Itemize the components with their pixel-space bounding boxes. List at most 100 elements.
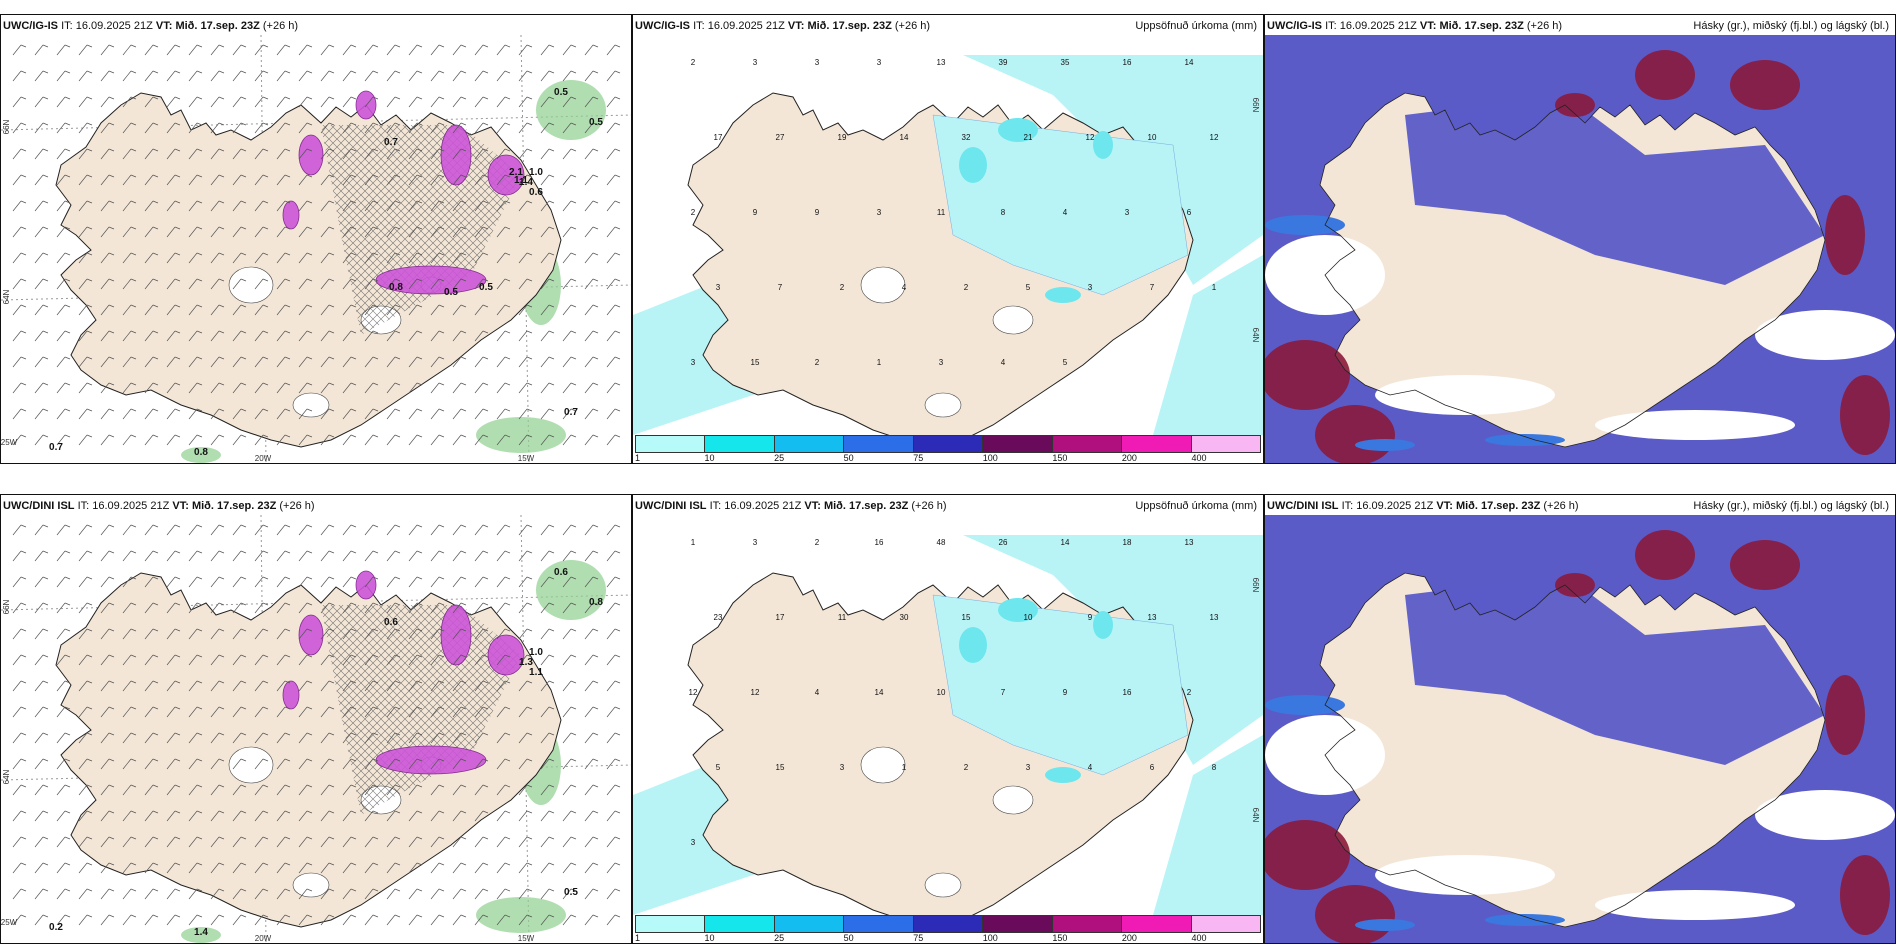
wind-barb: [496, 200, 511, 212]
wind-barb: [452, 862, 467, 874]
wind-barb: [12, 96, 27, 108]
wind-value-label: 0.8: [194, 447, 208, 458]
vt-label: VT:: [1436, 500, 1453, 512]
wind-barb: [452, 382, 467, 394]
wind-barb: [254, 356, 269, 368]
wind-barb: [496, 44, 511, 56]
wind-barb: [100, 576, 115, 588]
precip-value-label: 2: [815, 538, 820, 547]
wind-value-label: 1.1: [529, 667, 543, 678]
wind-barb: [386, 914, 401, 926]
wind-barb: [188, 628, 203, 640]
precip-value-label: 4: [1063, 208, 1068, 217]
it-value: 16.09.2025 21Z: [707, 20, 785, 32]
precip-value-label: 10: [1148, 133, 1157, 142]
wind-barb: [100, 914, 115, 926]
wind-barb: [122, 706, 137, 718]
precip-value-label: 15: [751, 358, 760, 367]
colorbar-tick-label: 50: [843, 933, 854, 943]
colorbar-segment: [983, 436, 1053, 452]
wind-barb: [606, 706, 621, 718]
wind-barb: [562, 706, 577, 718]
wind-barb: [56, 252, 71, 264]
wind-barb: [452, 758, 467, 770]
wind-barb: [364, 408, 379, 420]
wind-barb: [518, 680, 533, 692]
wind-barb: [408, 122, 423, 134]
wind-barb: [496, 408, 511, 420]
wind-barb: [166, 758, 181, 770]
wind-barb: [452, 524, 467, 536]
precip-value-label: 3: [1125, 208, 1130, 217]
wind-barb: [342, 550, 357, 562]
precip-value-label: 3: [753, 58, 758, 67]
colorbar-segment: [636, 436, 706, 452]
wind-barb: [584, 200, 599, 212]
wind-barb: [386, 784, 401, 796]
high-cloud: [1635, 50, 1695, 100]
wind-value-label: 1.0: [529, 167, 543, 178]
wind-barb: [12, 888, 27, 900]
wind-barb: [298, 252, 313, 264]
wind-barb: [276, 278, 291, 290]
wind-barb: [166, 706, 181, 718]
wind-value-label: 0.5: [479, 282, 493, 293]
precip-area: [932, 594, 1189, 776]
wind-barb: [342, 382, 357, 394]
wind-barb: [254, 200, 269, 212]
wind-barb: [12, 44, 27, 56]
precip-value-label: 1: [691, 538, 696, 547]
cloud-map: [1265, 35, 1895, 463]
wind-barb: [210, 304, 225, 316]
wind-barb: [276, 524, 291, 536]
wind-barb: [364, 96, 379, 108]
clear-area: [1375, 375, 1555, 415]
wind-barb: [276, 148, 291, 160]
wind-barb: [342, 252, 357, 264]
precip-value-label: 9: [753, 208, 758, 217]
vt-label: VT:: [155, 20, 173, 32]
wind-barb: [188, 524, 203, 536]
precip-value-label: 16: [1123, 58, 1132, 67]
precip-area: [1045, 767, 1081, 783]
wind-barb: [144, 226, 159, 238]
wind-barb: [584, 252, 599, 264]
wind-barb: [210, 732, 225, 744]
wind-barb: [540, 758, 555, 770]
precip-value-label: 3: [691, 838, 696, 847]
high-cloud: [1730, 60, 1800, 110]
wind-barb: [144, 862, 159, 874]
wind-barb: [78, 914, 93, 926]
wind-barb: [364, 732, 379, 744]
wind-barb: [364, 706, 379, 718]
wind-barb: [144, 836, 159, 848]
wind-barb: [144, 654, 159, 666]
wind-barb: [474, 278, 489, 290]
wind-barb: [562, 434, 577, 446]
high-cloud: [1555, 93, 1595, 117]
wind-barb: [584, 382, 599, 394]
model-name: UWC/DINI ISL: [3, 500, 75, 512]
wind-barb: [188, 758, 203, 770]
wind-barb: [320, 628, 335, 640]
wind-barb: [298, 576, 313, 588]
wind-barb: [386, 200, 401, 212]
wind-barb: [122, 408, 137, 420]
wind-barb: [166, 576, 181, 588]
colorbar-segment: [1191, 436, 1260, 452]
wind-barb: [562, 732, 577, 744]
high-cloud: [1265, 820, 1350, 890]
wind-barb: [12, 174, 27, 186]
wind-barb: [166, 304, 181, 316]
wind-barb: [78, 602, 93, 614]
wind-barb: [452, 70, 467, 82]
wind-barb: [474, 122, 489, 134]
model-name: UWC/IG-IS: [635, 20, 690, 32]
wind-barb: [100, 356, 115, 368]
wind-barb: [430, 680, 445, 692]
wind-barb: [100, 836, 115, 848]
wind-barb: [78, 654, 93, 666]
wind-barb: [56, 122, 71, 134]
wind-barb: [518, 914, 533, 926]
wind-barb: [408, 70, 423, 82]
